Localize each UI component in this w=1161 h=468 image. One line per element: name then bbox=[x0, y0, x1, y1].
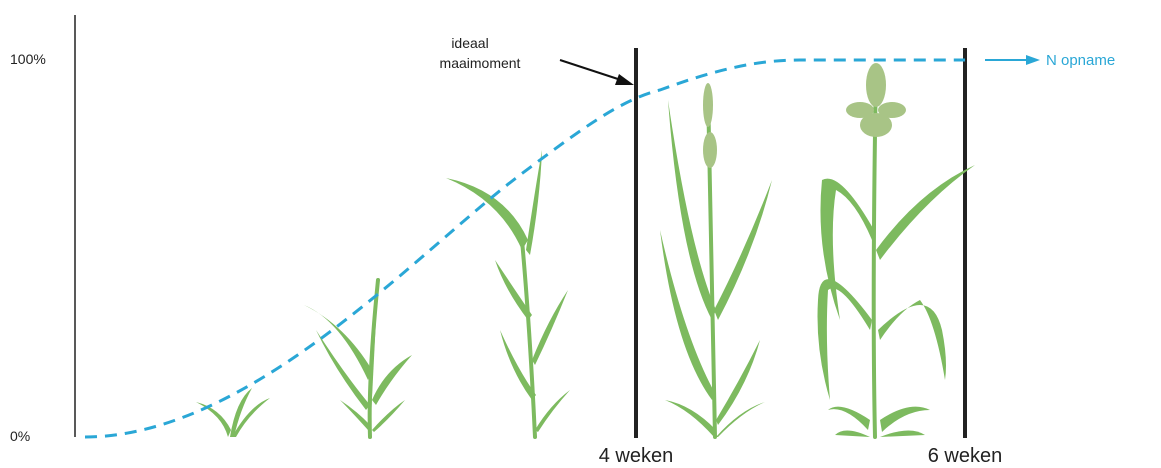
annotation-arrow bbox=[560, 60, 624, 81]
annotation-line: maaimoment bbox=[440, 55, 521, 71]
annotation-arrowhead bbox=[615, 74, 634, 85]
annotation-line: ideaal bbox=[451, 35, 488, 51]
y-bottom-label: 0% bbox=[10, 428, 30, 444]
x-tick-label: 6 weken bbox=[928, 445, 1003, 467]
curve-arrowhead bbox=[1026, 55, 1040, 65]
plant-illustrations bbox=[196, 70, 975, 437]
curve-label: N opname bbox=[1046, 52, 1115, 69]
x-tick-label: 4 weken bbox=[599, 445, 674, 467]
y-top-label: 100% bbox=[10, 51, 46, 67]
diagram: 100% 0% 4 weken 6 weken bbox=[0, 0, 1161, 468]
